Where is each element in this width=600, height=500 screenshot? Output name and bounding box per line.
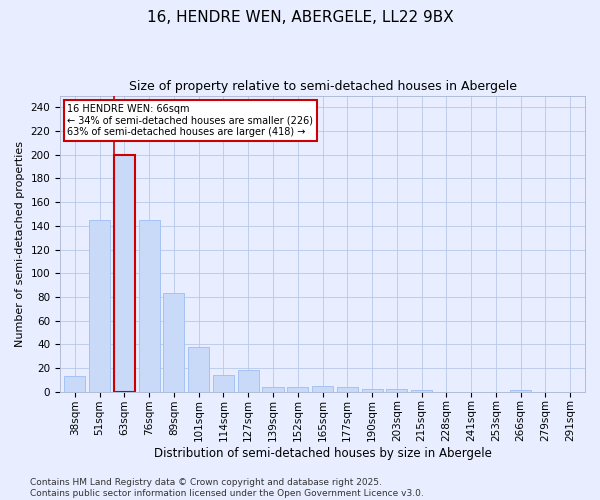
Bar: [262, 387, 284, 392]
Bar: [238, 370, 259, 392]
Bar: [64, 376, 85, 392]
Bar: [337, 387, 358, 392]
Bar: [188, 346, 209, 392]
Bar: [411, 390, 432, 392]
Text: 16 HENDRE WEN: 66sqm
← 34% of semi-detached houses are smaller (226)
63% of semi: 16 HENDRE WEN: 66sqm ← 34% of semi-detac…: [67, 104, 313, 137]
Text: 16, HENDRE WEN, ABERGELE, LL22 9BX: 16, HENDRE WEN, ABERGELE, LL22 9BX: [146, 10, 454, 25]
Bar: [362, 390, 383, 392]
Bar: [510, 390, 531, 392]
Y-axis label: Number of semi-detached properties: Number of semi-detached properties: [15, 140, 25, 346]
Bar: [114, 155, 135, 392]
Bar: [213, 375, 234, 392]
Title: Size of property relative to semi-detached houses in Abergele: Size of property relative to semi-detach…: [128, 80, 517, 93]
Bar: [287, 387, 308, 392]
Bar: [139, 220, 160, 392]
X-axis label: Distribution of semi-detached houses by size in Abergele: Distribution of semi-detached houses by …: [154, 447, 491, 460]
Bar: [312, 386, 333, 392]
Text: Contains HM Land Registry data © Crown copyright and database right 2025.
Contai: Contains HM Land Registry data © Crown c…: [30, 478, 424, 498]
Bar: [163, 294, 184, 392]
Bar: [386, 390, 407, 392]
Bar: [89, 220, 110, 392]
